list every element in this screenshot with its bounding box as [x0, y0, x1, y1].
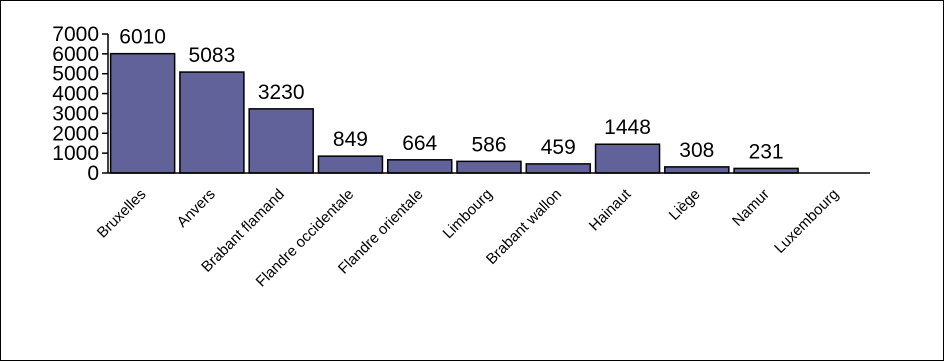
bar	[525, 163, 592, 174]
data-label: 849	[333, 128, 368, 151]
data-labels: 6010 5083 3230 849 664 586 459 1448 308 231	[119, 26, 783, 164]
data-label: 308	[679, 139, 714, 162]
data-label: 3230	[258, 81, 305, 104]
data-label: 664	[402, 132, 437, 155]
x-tick-label: Luxembourg	[771, 186, 842, 257]
data-label: 459	[541, 136, 576, 159]
x-tick-label: Limbourg	[440, 186, 496, 242]
data-label: 586	[471, 133, 506, 156]
x-tick-label: Anvers	[174, 186, 219, 231]
data-label: 231	[749, 140, 784, 163]
y-tick-label: 6000	[52, 43, 99, 66]
y-tick-label: 0	[87, 162, 99, 185]
bar	[664, 166, 730, 174]
x-tick-label: Bruxelles	[94, 186, 150, 242]
bar	[109, 52, 176, 174]
y-tick-label: 5000	[52, 63, 99, 86]
y-tick-label: 4000	[52, 83, 99, 106]
y-tick-label: 2000	[52, 122, 99, 145]
bar	[317, 155, 384, 174]
x-tick-label: Liège	[666, 186, 704, 224]
y-tick-label: 3000	[52, 102, 99, 125]
y-tick-label: 7000	[52, 23, 99, 46]
bars	[109, 52, 799, 174]
bar	[594, 143, 661, 174]
x-tick-label: Hainaut	[586, 185, 635, 234]
bar	[386, 159, 453, 174]
data-label: 1448	[604, 116, 651, 139]
bar	[179, 71, 245, 174]
data-label: 6010	[119, 26, 166, 49]
bar	[248, 108, 314, 174]
bar	[456, 160, 522, 174]
data-label: 5083	[189, 44, 236, 67]
y-tick-label: 1000	[52, 142, 99, 165]
x-tick-label: Namur	[729, 186, 773, 230]
